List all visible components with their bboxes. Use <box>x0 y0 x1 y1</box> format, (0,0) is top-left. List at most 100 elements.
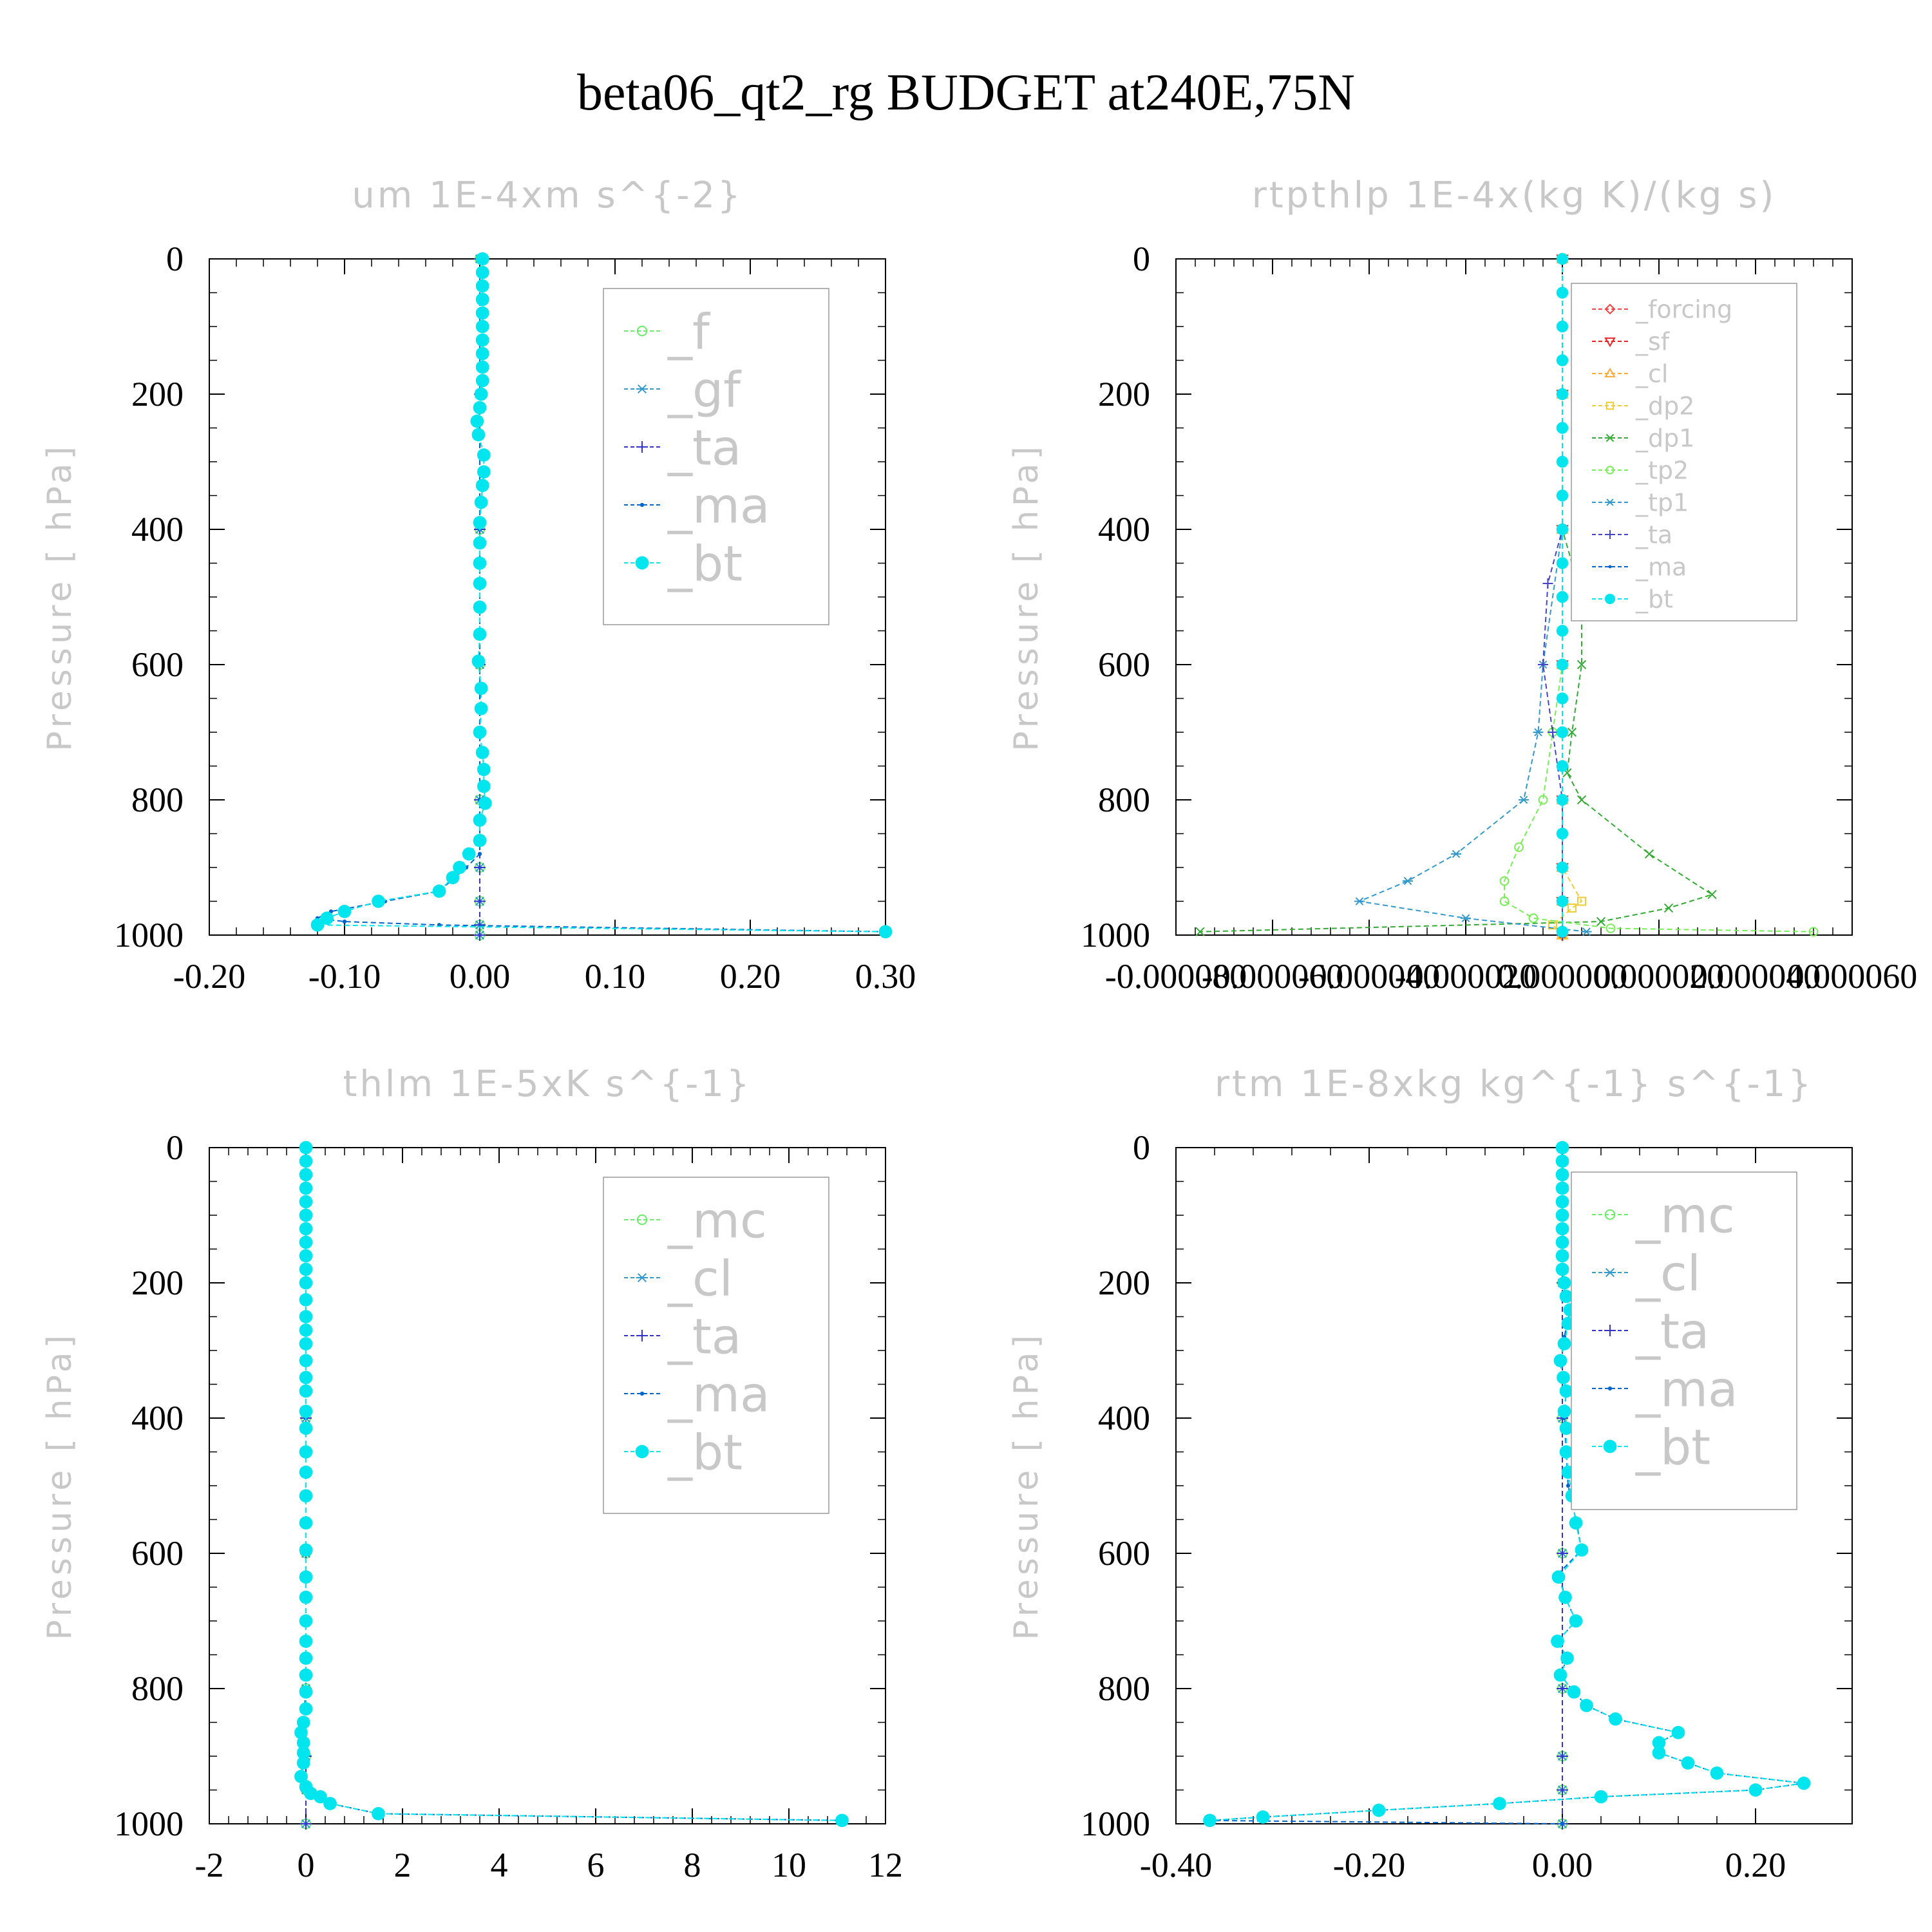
data-point <box>1533 728 1544 737</box>
legend-marker <box>1608 565 1612 569</box>
data-point <box>300 1818 312 1830</box>
data-point <box>470 414 484 428</box>
legend-label: _ta <box>1635 521 1672 549</box>
data-point <box>1663 903 1674 913</box>
data-point <box>462 847 476 861</box>
data-point <box>1556 861 1569 874</box>
y-tick-label: 0 <box>166 240 184 278</box>
data-point <box>1577 896 1586 906</box>
series-group <box>294 1141 849 1830</box>
y-tick-label: 800 <box>131 781 184 819</box>
data-point <box>1555 1262 1569 1276</box>
data-point <box>1609 1712 1622 1726</box>
data-point <box>473 536 487 550</box>
data-point <box>1567 727 1577 737</box>
panel-title: thlm 1E-5xK s^{-1} <box>343 1063 752 1105</box>
legend-box <box>1571 1171 1797 1510</box>
legend-label: _ma <box>667 477 770 534</box>
data-point <box>1559 1289 1573 1303</box>
legend-marker <box>636 1273 648 1283</box>
x-tick-label: -0.10 <box>308 957 381 996</box>
legend-marker <box>1605 401 1615 410</box>
data-point <box>299 1668 313 1682</box>
data-point <box>1555 1195 1569 1209</box>
figure-title: beta06_qt2_rg BUDGET at240E,75N <box>577 64 1355 121</box>
data-point <box>372 1806 385 1821</box>
data-point <box>1557 1683 1568 1694</box>
y-tick-label: 800 <box>1098 1669 1150 1708</box>
y-tick-label: 200 <box>131 1264 184 1302</box>
data-point <box>1354 897 1365 905</box>
data-point <box>1499 896 1510 906</box>
data-point <box>1569 1516 1583 1530</box>
data-point <box>1556 895 1569 907</box>
data-point <box>1557 1750 1568 1762</box>
y-tick-label: 400 <box>131 1399 184 1437</box>
data-point <box>473 556 487 570</box>
y-tick-label: 200 <box>131 375 184 413</box>
x-tick-label: -0.000040 <box>1298 957 1440 996</box>
legend-label: _ma <box>1635 1360 1738 1417</box>
data-point <box>478 796 492 810</box>
data-point <box>299 1168 313 1182</box>
data-point <box>1556 252 1569 265</box>
data-point <box>473 401 487 415</box>
legend-marker <box>1604 1325 1616 1336</box>
legend-marker <box>636 1330 648 1341</box>
data-point <box>296 1746 310 1760</box>
legend-label: _f <box>667 303 711 360</box>
data-point <box>299 1465 313 1479</box>
y-tick-label: 600 <box>131 1534 184 1573</box>
data-point <box>1519 795 1529 804</box>
data-point <box>299 1154 313 1168</box>
y-tick-label: 200 <box>1098 1264 1150 1302</box>
data-point <box>1577 659 1587 670</box>
y-tick-label: 800 <box>131 1669 184 1708</box>
legend-label: _dp1 <box>1635 424 1694 453</box>
data-point <box>1567 1685 1581 1699</box>
x-tick-label: 0.000040 <box>1690 957 1821 996</box>
data-point <box>1556 828 1569 840</box>
data-point <box>299 1543 313 1557</box>
data-point <box>299 1249 313 1263</box>
data-point <box>1560 1821 1565 1826</box>
x-tick-label: -0.000080 <box>1105 957 1247 996</box>
data-point <box>1556 489 1569 502</box>
data-point <box>1556 793 1569 806</box>
data-point <box>1710 1766 1724 1780</box>
y-tick-label: 600 <box>131 645 184 684</box>
data-point <box>1542 578 1553 589</box>
data-point <box>477 779 491 793</box>
data-point <box>1644 849 1654 859</box>
y-axis-label: Pressure [ hPa] <box>1007 442 1046 752</box>
data-point <box>299 1590 313 1604</box>
data-point <box>337 904 352 918</box>
x-tick-label: -0.20 <box>173 957 245 996</box>
data-point <box>1557 1548 1568 1559</box>
data-point <box>1556 320 1569 333</box>
series-line-ma <box>315 259 886 935</box>
data-point <box>475 478 489 493</box>
data-point <box>372 895 385 908</box>
y-tick-label: 1000 <box>1081 1804 1150 1843</box>
data-point <box>878 925 893 939</box>
data-point <box>1556 760 1569 772</box>
data-point <box>299 1702 313 1716</box>
data-point <box>453 860 466 875</box>
data-point <box>1556 523 1569 536</box>
x-tick-label: 0.000060 <box>1787 957 1918 996</box>
data-point <box>323 1797 337 1810</box>
data-point <box>296 1736 310 1750</box>
x-tick-label: -0.20 <box>1333 1846 1405 1884</box>
y-tick-label: 600 <box>1098 645 1150 684</box>
data-point <box>475 360 489 374</box>
legend: _mc_cl_ta_ma_bt <box>1571 1171 1797 1510</box>
legend-label: _bt <box>1635 585 1673 614</box>
data-point <box>1514 842 1524 852</box>
legend-marker <box>1605 530 1615 539</box>
data-point <box>299 1222 313 1236</box>
x-tick-label: 12 <box>868 1846 903 1884</box>
data-point <box>1681 1756 1695 1770</box>
legend-marker <box>636 1214 648 1226</box>
data-point <box>1555 1141 1569 1155</box>
